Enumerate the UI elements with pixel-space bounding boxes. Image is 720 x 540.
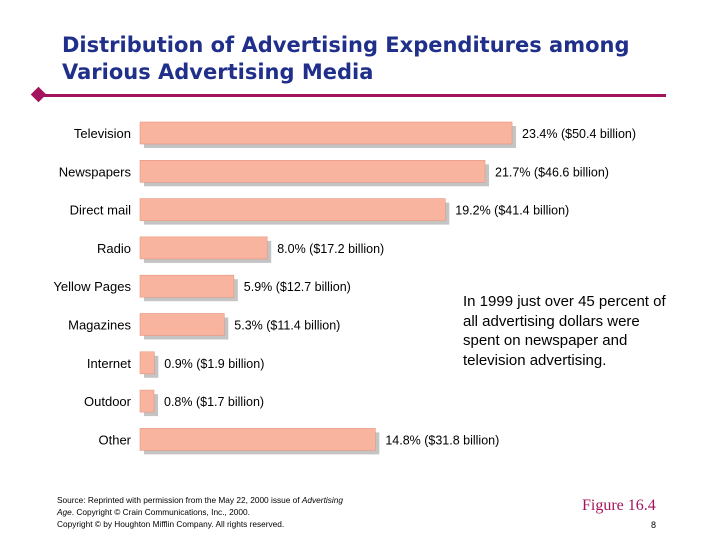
value-label: 23.4% ($50.4 billion): [522, 127, 636, 141]
category-label: Newspapers: [59, 164, 132, 179]
category-label: Internet: [87, 356, 131, 371]
note-text: In 1999 just over 45 percent of all adve…: [463, 293, 666, 369]
value-label: 19.2% ($41.4 billion): [455, 204, 569, 218]
bar: [139, 313, 225, 336]
category-label: Yellow Pages: [53, 279, 131, 294]
value-label: 0.8% ($1.7 billion): [164, 395, 264, 409]
value-label: 8.0% ($17.2 billion): [277, 242, 384, 256]
source-line-1a: Source: Reprinted with permission from t…: [57, 495, 302, 505]
bar: [139, 428, 376, 451]
page-number: 8: [651, 520, 657, 530]
bar: [139, 389, 155, 413]
category-label: Radio: [97, 241, 131, 256]
bar: [139, 274, 235, 298]
value-label: 5.9% ($12.7 billion): [244, 280, 351, 294]
source-citation: Source: Reprinted with permission from t…: [57, 494, 417, 530]
bar: [139, 160, 486, 183]
source-line-2a: Age: [57, 507, 72, 517]
value-label: 5.3% ($11.4 billion): [234, 319, 340, 333]
bar: [139, 121, 513, 145]
value-label: 21.7% ($46.6 billion): [495, 165, 609, 179]
source-line-2b: . Copyright © Crain Communications, Inc.…: [71, 507, 250, 517]
bar: [139, 351, 155, 375]
category-label: Direct mail: [70, 203, 132, 218]
bar: [139, 236, 268, 260]
title-line-1: Distribution of Advertising Expenditures…: [62, 33, 630, 57]
category-label: Other: [98, 432, 131, 447]
bar: [139, 198, 446, 221]
slide-title: Distribution of Advertising Expenditures…: [62, 32, 702, 86]
source-line-3: Copyright © by Houghton Mifflin Company.…: [57, 519, 285, 529]
figure-label: Figure 16.4: [582, 497, 656, 514]
source-line-1b: Advertising: [301, 495, 343, 505]
category-label: Outdoor: [84, 394, 132, 409]
title-line-2: Various Advertising Media: [62, 60, 374, 84]
category-label: Television: [74, 126, 131, 141]
value-label: 0.9% ($1.9 billion): [164, 357, 264, 371]
category-label: Magazines: [68, 318, 131, 333]
title-rule: [40, 94, 666, 97]
value-label: 14.8% ($31.8 billion): [385, 433, 499, 447]
